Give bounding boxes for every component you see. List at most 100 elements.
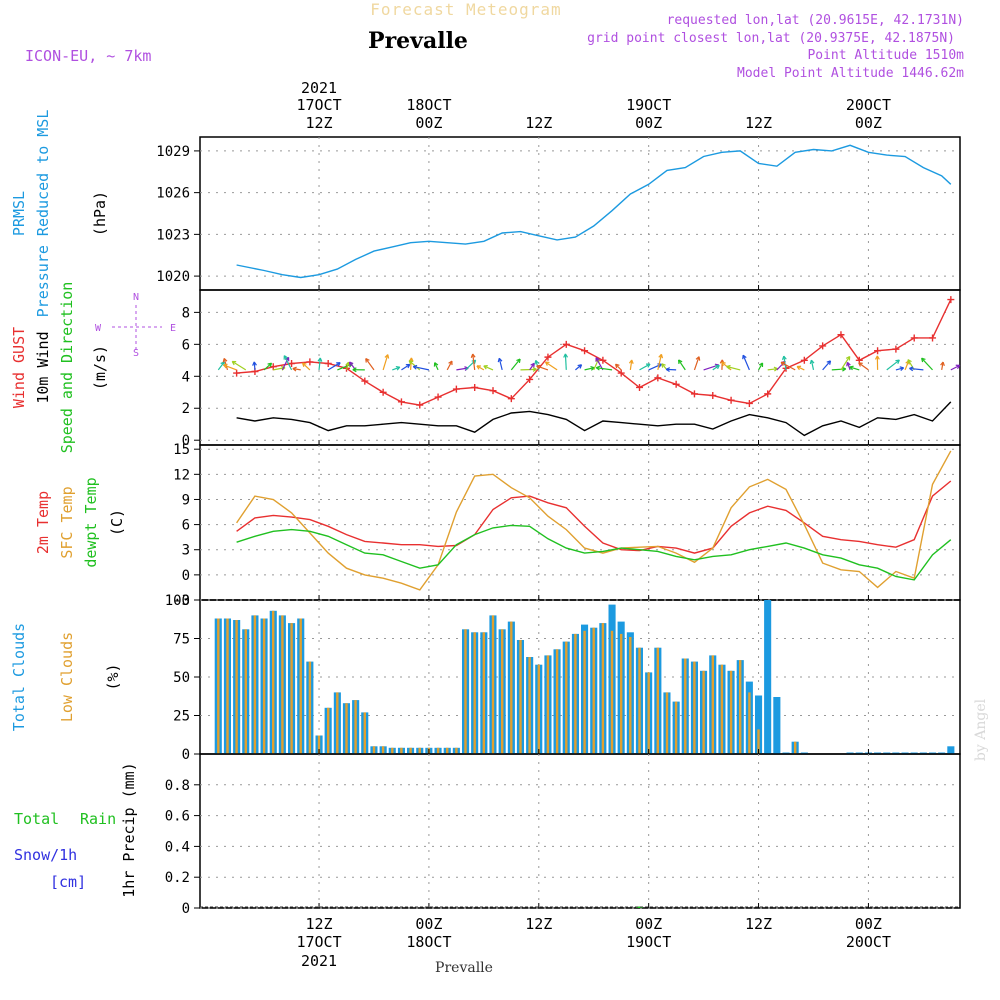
wind-arrow [726,365,741,371]
wind-arrow [536,365,549,371]
gust-marker [654,374,662,382]
wind-ytick-label: 4 [182,369,190,385]
wind-arrow [758,362,764,371]
wind-arrow [281,357,290,371]
wind-arrow-head [563,353,569,358]
wind-arrow-head [336,362,341,367]
clouds-bar-1 [739,660,742,754]
clouds-bar-1 [299,618,302,754]
wind-arrow [849,366,860,371]
gust-marker [379,388,387,396]
wind-arrow [365,358,375,371]
wind-arrows [217,353,961,373]
clouds-bar-1 [235,620,238,754]
precip-label-axis: 1hr Precip (mm) [120,762,138,897]
gust-marker [324,360,332,368]
clouds-bar-1 [656,647,659,754]
pressure-label-1: Pressure Reduced to MSL [34,110,52,318]
gust-marker [819,342,827,350]
gust-marker [690,390,698,398]
wind-arrow [783,355,787,370]
bottom-year-label: 2021 [301,952,337,970]
wind-arrow [886,359,900,371]
gust-marker [416,401,424,409]
clouds-bar-1 [226,618,229,754]
wind-arrow-head [534,359,540,365]
top-hour-label: 12Z [525,114,552,132]
clouds-bar-1 [418,747,421,754]
wind-arrow [476,365,485,371]
clouds-bar-1 [711,655,714,754]
wind-arrow [231,360,247,371]
wind-ytick-label: 0 [182,433,190,449]
gust-marker [727,396,735,404]
clouds-bar-1 [693,661,696,754]
pressure-ytick-label: 1020 [156,269,190,285]
wind-label-2: Speed and Direction [58,282,76,454]
wind-arrow-head [365,358,370,363]
wind-arrow-head [412,364,418,370]
gust-marker [874,347,882,355]
bottom-date-label: 18OCT [406,933,451,951]
pressure-frame [199,136,961,291]
wind-arrow [292,367,301,371]
wind-arrow-head [267,362,273,368]
wind-arrow [810,359,815,371]
wind-arrow-head [476,365,481,370]
wind-arrow-head [408,360,414,365]
wind-arrow-head [317,357,323,362]
top-hour-label: 00Z [415,114,442,132]
wind-arrow-head [646,363,651,368]
wind-arrow-head [595,365,601,371]
wind-arrow [223,364,237,371]
temp-ytick-label: 9 [182,492,190,508]
wind-arrow-head [796,365,802,371]
wind-arrow-head [665,367,671,372]
gust-marker [929,334,937,342]
wind-label-3: (m/s) [91,345,109,390]
wind-arrow [657,354,663,371]
clouds-bar-1 [757,729,760,754]
clouds-label-2: (%) [104,663,122,690]
wind-arrow-head [658,353,664,359]
wind-arrow-head [544,361,550,366]
temp-series-2 [236,524,952,581]
clouds-bar-1 [528,657,531,754]
wind-series-0 [236,299,952,406]
gust-marker [745,399,753,407]
bottom-date-label: 20OCT [846,933,891,951]
wind-arrow [217,361,225,371]
clouds-bar-1 [674,701,678,754]
wind-arrow [413,365,430,371]
footer-place: Prevalle [435,960,493,976]
precip-ytick-label: 0.2 [165,870,190,886]
clouds-bar-1 [748,692,751,754]
temp-label-3: (C) [108,509,126,536]
gust-marker [233,369,241,377]
clouds-bar-1 [647,672,650,754]
clouds-ytick-label: 75 [173,632,190,648]
compass-s: S [133,348,139,359]
clouds-bar-1 [244,629,247,754]
wind-arrow-head [715,364,720,370]
gust-marker [434,393,442,401]
wind-arrow-head [907,359,912,364]
wind-arrow [545,361,558,371]
wind-arrow-head [628,359,634,364]
wind-arrow-head [726,364,731,370]
clouds-bar-1 [794,741,797,754]
clouds-bar-1 [629,637,632,754]
wind-arrow-head [292,366,297,372]
wind-arrow [456,367,469,371]
compass-w: W [95,323,102,334]
clouds-bar-0 [947,746,955,754]
wind-arrow-head [721,361,726,367]
gust-marker [306,358,314,366]
clouds-bar-1 [381,746,385,754]
wind-arrow [401,363,411,371]
panel-wind: 0 2 4 6 8 Wind GUST 10m Wind Speed and Directio… [10,282,961,454]
wind-arrow [742,354,750,371]
wind-arrow-head [577,364,583,369]
wind-arrow [498,358,503,371]
wind-arrow-head [483,364,488,370]
